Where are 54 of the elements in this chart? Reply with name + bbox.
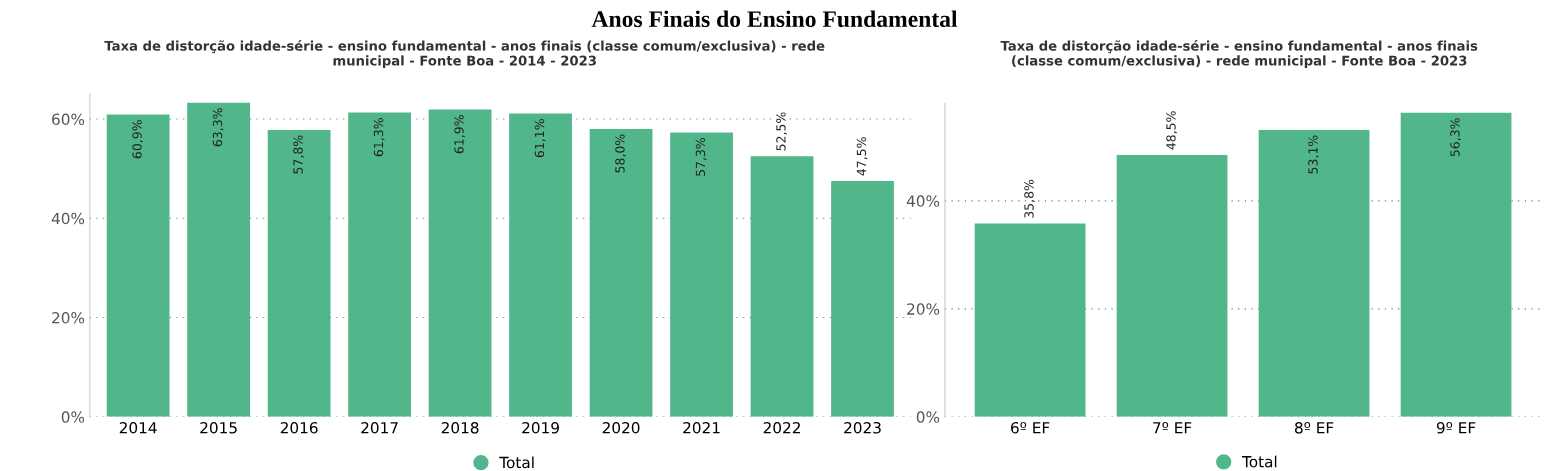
text: 57,3% [695,137,707,176]
bar [974,223,1086,417]
y-tick-label: 60% [52,113,85,126]
x-tick-label: 2022 [763,421,800,434]
text: 56,3% [1450,118,1461,157]
x-tick-label: 2014 [119,421,157,434]
bar [1400,112,1512,417]
bar [106,114,170,417]
chart-title: Anos Finais do Ensino Fundamental [591,10,958,28]
bar [831,181,894,417]
text: 53,1% [1308,135,1319,174]
text: 35,8% [1024,179,1035,218]
x-tick-label: 8º EF [1295,421,1334,434]
bar [187,102,251,417]
y-tick-label: 0% [61,411,85,423]
bar [589,128,653,417]
x-tick-label: 2020 [602,421,640,434]
text: 57,8% [293,135,305,174]
x-tick-label: 2017 [361,421,398,434]
bar [750,156,814,417]
x-tick-label: 2021 [683,421,720,434]
y-tick-label: 40% [51,212,85,225]
x-tick-label: 7º EF [1153,421,1192,434]
x-tick-label: 2023 [844,421,881,434]
chart-subtitle: Taxa de distorção idade-série - ensino fundamental - anos finais (classe comum/exclusiva) - rede municipal - Fonte Boa - 2014 - 2023 [104,40,825,69]
x-tick-label: 6º EF [1011,421,1050,434]
text: 58,0% [615,134,626,173]
bar [348,112,411,417]
text: 60,9% [132,120,144,159]
x-tick-label: 2016 [280,421,318,434]
bar [1116,154,1228,417]
y-tick-label: 20% [52,312,85,324]
text: 47,5% [856,137,868,176]
chart-subtitle: Taxa de distorção idade-série - ensino fundamental - anos finais (classe comum/exclusiva) - rede municipal - Fonte Boa - 2023 [1000,40,1478,69]
legend-label: Total [499,456,534,469]
text: 63,3% [212,108,224,147]
text: 61,1% [534,119,546,158]
text: 61,9% [454,115,465,154]
x-tick-label: 2019 [522,421,559,434]
bar [670,132,733,417]
bar [509,113,572,417]
x-tick-label: 9º EF [1436,421,1476,434]
y-tick-label: 40% [906,195,940,207]
y-tick-label: 0% [916,411,940,423]
legend-label: Total [1241,455,1277,468]
x-tick-label: 2018 [441,421,479,434]
bar [1258,130,1370,417]
y-tick-label: 20% [907,303,940,315]
bar [428,109,492,417]
text: 52,5% [776,112,787,151]
text: 61,3% [373,118,385,157]
bar [267,129,331,417]
text: 48,5% [1166,111,1177,150]
x-tick-label: 2015 [200,421,237,434]
